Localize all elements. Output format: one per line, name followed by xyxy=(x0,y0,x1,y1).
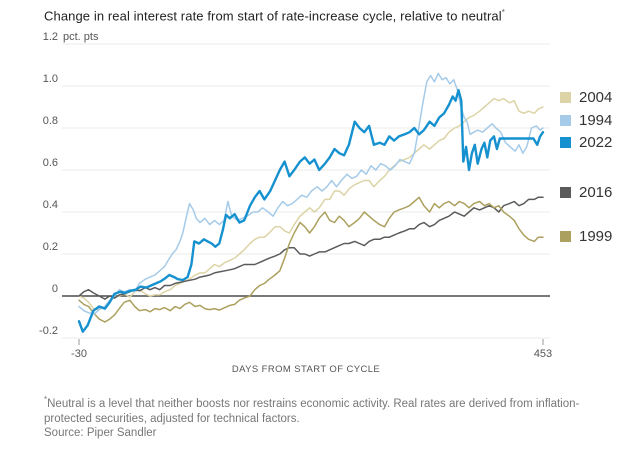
line-chart: 1.2 pct. pts 1.0 0.8 0.6 0.4 0.2 0 -0.2 -30 453 xyxy=(39,31,552,360)
series-line-2022 xyxy=(77,88,545,333)
legend-label: 2022 xyxy=(579,133,613,151)
legend-swatch xyxy=(560,186,571,198)
legend-swatch xyxy=(560,136,571,148)
legend-label: 2004 xyxy=(579,88,613,106)
legend-swatch xyxy=(560,230,571,242)
y-tick-label: 1.2 xyxy=(43,31,58,43)
y-tick-label: 0.8 xyxy=(43,115,58,127)
y-axis-unit: pct. pts xyxy=(63,31,99,43)
legend-label: 2016 xyxy=(579,183,613,201)
series-line-1994 xyxy=(78,72,544,315)
footnote-marker-superscript: * xyxy=(501,8,505,17)
series-line-2016 xyxy=(78,196,544,300)
source-line: Source: Piper Sandler xyxy=(44,427,157,439)
chart-title: Change in real interest rate from start … xyxy=(44,8,505,23)
legend-item-1999: 1999 xyxy=(560,225,612,247)
x-tick-label: -30 xyxy=(71,348,87,360)
y-tick-label: -0.2 xyxy=(39,325,58,337)
legend-item-2022: 2022 xyxy=(560,131,612,153)
legend-swatch xyxy=(560,91,571,103)
y-tick-label: 1.0 xyxy=(43,73,58,85)
legend-item-1994: 1994 xyxy=(560,109,612,131)
x-axis-title: DAYS FROM START OF CYCLE xyxy=(231,364,381,375)
footnote: *Neutral is a level that neither boosts … xyxy=(44,395,620,427)
y-tick-label: 0.2 xyxy=(43,241,58,253)
legend-swatch xyxy=(560,114,571,126)
legend-label: 1999 xyxy=(579,227,613,245)
legend-label: 1994 xyxy=(579,111,613,129)
legend-item-2016: 2016 xyxy=(560,181,612,203)
legend-item-2004: 2004 xyxy=(560,86,612,108)
footnote-text: Neutral is a level that neither boosts n… xyxy=(44,397,580,426)
y-tick-label: 0.4 xyxy=(43,199,58,211)
series-line-1999 xyxy=(78,196,544,323)
y-tick-label: 0 xyxy=(52,283,58,295)
chart-title-text: Change in real interest rate from start … xyxy=(44,8,502,24)
series-line-2004 xyxy=(78,97,544,311)
y-tick-label: 0.6 xyxy=(43,157,58,169)
x-tick-label: 453 xyxy=(534,348,552,360)
footnote-marker: * xyxy=(44,395,48,404)
